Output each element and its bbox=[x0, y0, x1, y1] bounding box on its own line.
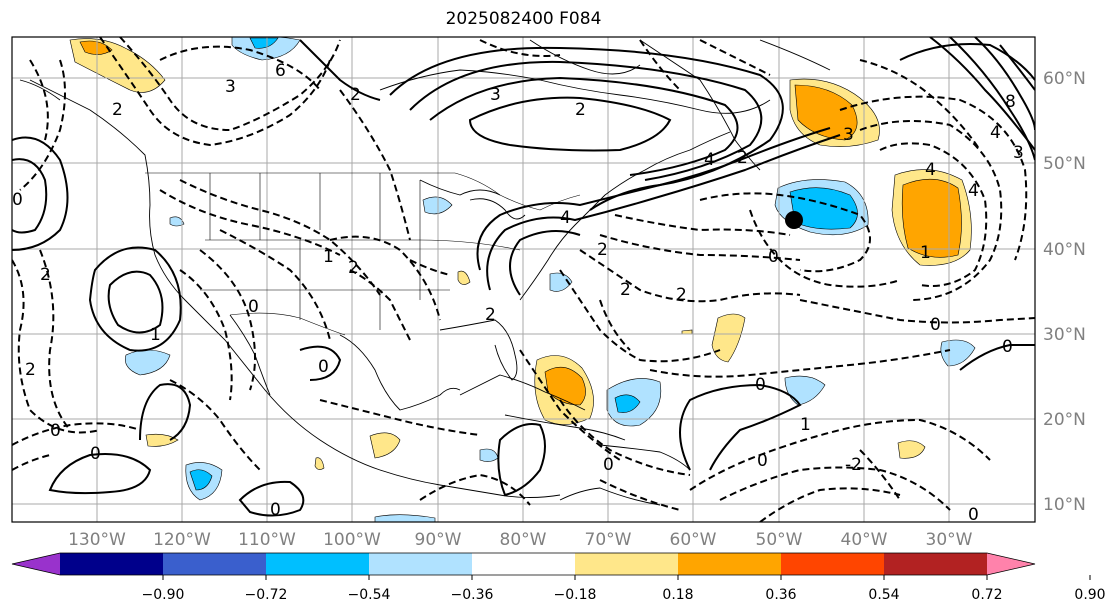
contour-label: 2 bbox=[737, 148, 748, 168]
colorbar-tick-label: −0.18 bbox=[554, 587, 597, 603]
lon-label: 90°W bbox=[415, 530, 462, 550]
lon-label: 40°W bbox=[841, 530, 888, 550]
colorbar-tick-label: 0.54 bbox=[868, 587, 899, 603]
contour-label: 0 bbox=[968, 505, 979, 525]
lon-label: 30°W bbox=[926, 530, 973, 550]
lat-label: 50°N bbox=[1043, 154, 1086, 174]
contour-label: 2 bbox=[620, 280, 631, 300]
map-title: 2025082400 F084 bbox=[445, 9, 602, 29]
lon-label: 130°W bbox=[68, 530, 126, 550]
contour-label: 2 bbox=[348, 258, 359, 278]
colorbar-tick-label: −0.54 bbox=[348, 587, 391, 603]
colorbar-tick-label: 0.72 bbox=[971, 587, 1002, 603]
colorbar-tick-label: −0.72 bbox=[245, 587, 288, 603]
colorbar-tick-label: −0.90 bbox=[142, 587, 185, 603]
colorbar-swatch bbox=[575, 553, 679, 575]
contour-label: 0 bbox=[12, 190, 23, 210]
contour-label: 2 bbox=[485, 305, 496, 325]
dashed-contours bbox=[12, 37, 1035, 522]
contour-label: 4 bbox=[704, 150, 715, 170]
longitude-labels: 130°W 120°W 110°W 100°W 90°W 80°W 70°W 6… bbox=[68, 530, 973, 550]
contour-label: 2 bbox=[25, 360, 36, 380]
colorbar-swatch bbox=[369, 553, 473, 575]
contour-label: 2 bbox=[597, 240, 608, 260]
contour-label: 1 bbox=[150, 325, 161, 345]
lon-label: 110°W bbox=[238, 530, 296, 550]
contour-label: 6 bbox=[275, 61, 286, 81]
contour-label: 0 bbox=[755, 375, 766, 395]
colorbar-extend-high bbox=[987, 553, 1035, 575]
colorbar-ticks: −0.90 −0.72 −0.54 −0.36 −0.18 0.18 0.36 0.54 0.7… bbox=[142, 575, 1105, 603]
lon-label: 80°W bbox=[500, 530, 547, 550]
contour-label: 0 bbox=[930, 315, 941, 335]
contour-label: 0 bbox=[603, 455, 614, 475]
map-frame bbox=[11, 36, 1036, 523]
lon-label: 50°W bbox=[756, 530, 803, 550]
colorbar-extend-low bbox=[12, 553, 60, 575]
colorbar-swatch bbox=[678, 553, 782, 575]
contour-label: 3 bbox=[843, 125, 854, 145]
contour-label: 0 bbox=[248, 297, 259, 317]
colorbar-swatch bbox=[472, 553, 576, 575]
contour-label: 1 bbox=[323, 247, 334, 267]
contour-label: 0 bbox=[90, 444, 101, 464]
colorbar-tick-label: −0.36 bbox=[451, 587, 494, 603]
coastlines bbox=[19, 39, 831, 506]
contour-label: 4 bbox=[560, 208, 571, 228]
lat-label: 20°N bbox=[1043, 410, 1086, 430]
lat-label: 60°N bbox=[1043, 69, 1086, 89]
contour-label: 2 bbox=[676, 285, 687, 305]
contour-label: 4 bbox=[925, 160, 936, 180]
contour-label: 3 bbox=[225, 77, 236, 97]
lat-label: 30°N bbox=[1043, 325, 1086, 345]
colorbar bbox=[11, 552, 1036, 576]
lat-label: 10°N bbox=[1043, 495, 1086, 515]
contour-label: 2 bbox=[350, 85, 361, 105]
contour-label: 1 bbox=[800, 415, 811, 435]
colorbar-tick-label: 0.36 bbox=[765, 587, 796, 603]
political-borders bbox=[145, 172, 581, 336]
contour-label: 2 bbox=[575, 100, 586, 120]
contour-label: 4 bbox=[990, 123, 1001, 143]
lon-label: 70°W bbox=[585, 530, 632, 550]
colorbar-swatch bbox=[884, 553, 988, 575]
colorbar-swatch bbox=[266, 553, 370, 575]
lon-label: 100°W bbox=[323, 530, 381, 550]
solid-contours bbox=[12, 37, 1035, 517]
colorbar-tick-label: 0.90 bbox=[1074, 587, 1105, 603]
contour-label: 0 bbox=[1002, 337, 1013, 357]
contour-labels: 3 2 3 6 2 3 2 0 2 2 0 0 0 1 1 2 0 0 4 2 … bbox=[12, 61, 1024, 525]
lon-label: 120°W bbox=[153, 530, 211, 550]
contour-label: 2 bbox=[112, 100, 123, 120]
contour-label: 2 bbox=[40, 265, 51, 285]
colorbar-swatch bbox=[781, 553, 885, 575]
graticule bbox=[12, 37, 1035, 522]
lon-label: 60°W bbox=[670, 530, 717, 550]
latitude-labels: 60°N 50°N 40°N 30°N 20°N 10°N bbox=[1043, 69, 1086, 515]
contour-label: -2 bbox=[845, 455, 862, 475]
lat-label: 40°N bbox=[1043, 240, 1086, 260]
contour-label: 8 bbox=[1005, 92, 1016, 112]
contour-label: 3 bbox=[1013, 143, 1024, 163]
colorbar-swatch bbox=[163, 553, 267, 575]
contour-label: 0 bbox=[50, 421, 61, 441]
contour-label: 0 bbox=[318, 357, 329, 377]
contour-label: 0 bbox=[768, 247, 779, 267]
colorbar-outline bbox=[11, 552, 1036, 576]
contour-label: 4 bbox=[968, 181, 979, 201]
colorbar-tick-label: 0.18 bbox=[662, 587, 693, 603]
contour-label: 0 bbox=[757, 451, 768, 471]
contour-label: 1 bbox=[920, 243, 931, 263]
colorbar-swatch bbox=[60, 553, 164, 575]
contour-label: 3 bbox=[490, 85, 501, 105]
storm-position-dot bbox=[785, 211, 803, 229]
contour-label: 0 bbox=[270, 500, 281, 520]
